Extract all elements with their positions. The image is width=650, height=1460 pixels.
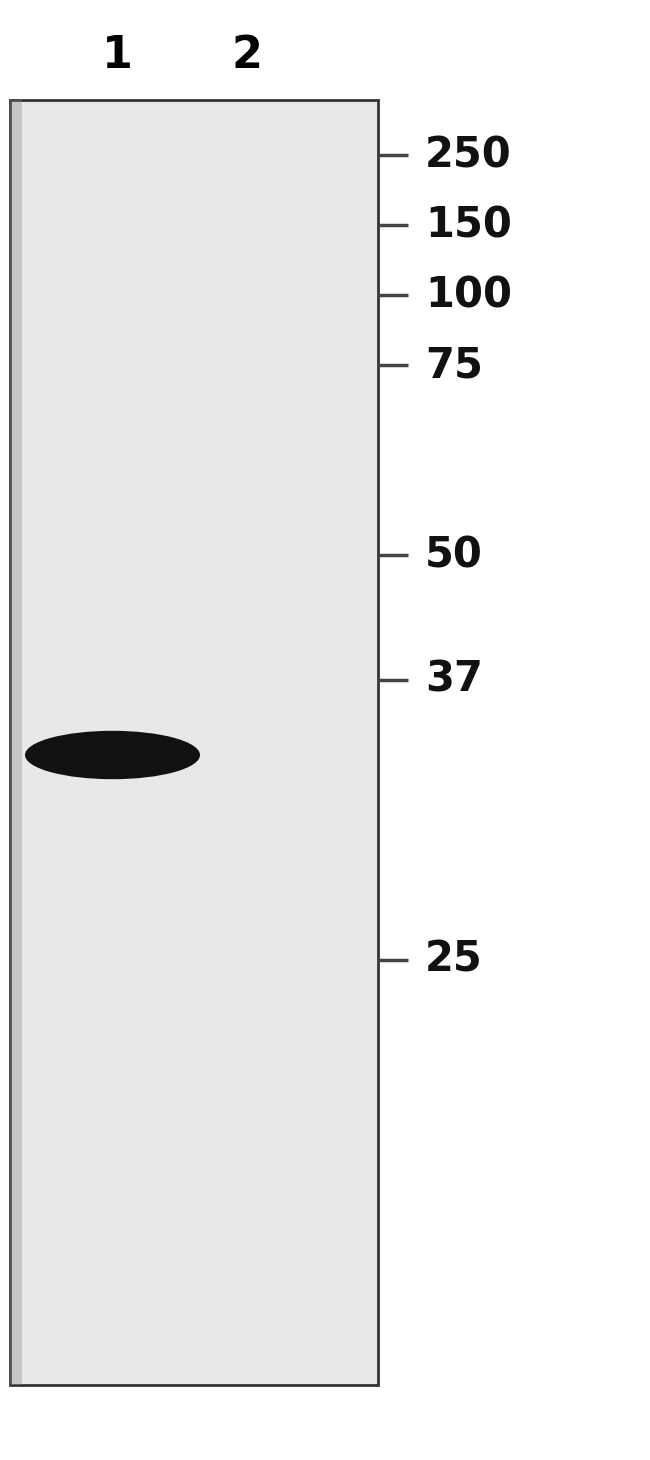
Text: 150: 150 [425, 204, 512, 245]
Text: 1: 1 [101, 34, 133, 76]
Text: 250: 250 [425, 134, 512, 177]
Text: 25: 25 [425, 939, 483, 981]
Text: 2: 2 [231, 34, 263, 76]
Text: 37: 37 [425, 658, 483, 701]
Bar [10, 99, 22, 1386]
Ellipse shape [25, 731, 200, 780]
Text: 100: 100 [425, 274, 512, 315]
Text: 75: 75 [425, 345, 483, 385]
Bar [10, 99, 378, 1386]
Text: 50: 50 [425, 534, 483, 577]
